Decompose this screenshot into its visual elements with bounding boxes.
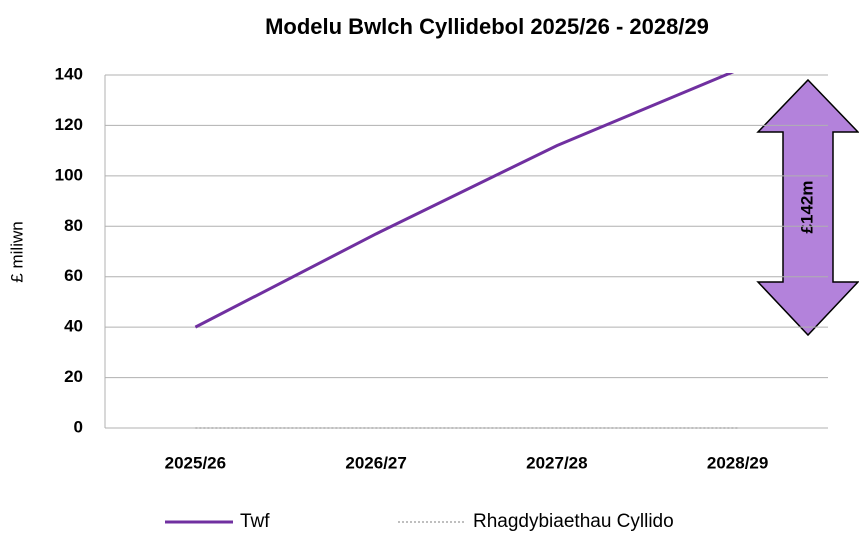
y-tick-label: 80 <box>64 216 83 235</box>
y-tick-label: 60 <box>64 266 83 285</box>
y-tick-label: 120 <box>55 115 83 134</box>
plot-lines <box>194 73 738 429</box>
x-tick-label: 2027/28 <box>526 453 587 472</box>
x-tick-label: 2025/26 <box>165 453 226 472</box>
annotation-arrow: £142m <box>756 78 859 337</box>
chart-title: Modelu Bwlch Cyllidebol 2025/26 - 2028/2… <box>265 14 709 39</box>
x-tick-label: 2028/29 <box>707 453 768 472</box>
legend-label: Rhagdybiaethau Cyllido <box>473 511 674 532</box>
y-tick-label: 100 <box>55 165 83 184</box>
legend-label: Twf <box>240 511 270 532</box>
y-tick-label: 0 <box>74 417 83 436</box>
y-tick-label: 20 <box>64 367 83 386</box>
y-tick-label: 40 <box>64 317 83 336</box>
x-tick-label: 2026/27 <box>345 453 406 472</box>
annotation-text: £142m <box>797 181 816 234</box>
series-line <box>194 73 735 329</box>
y-tick-label: 140 <box>55 64 83 83</box>
double-arrow <box>756 78 859 337</box>
y-axis-label: £ miliwn <box>7 221 26 282</box>
